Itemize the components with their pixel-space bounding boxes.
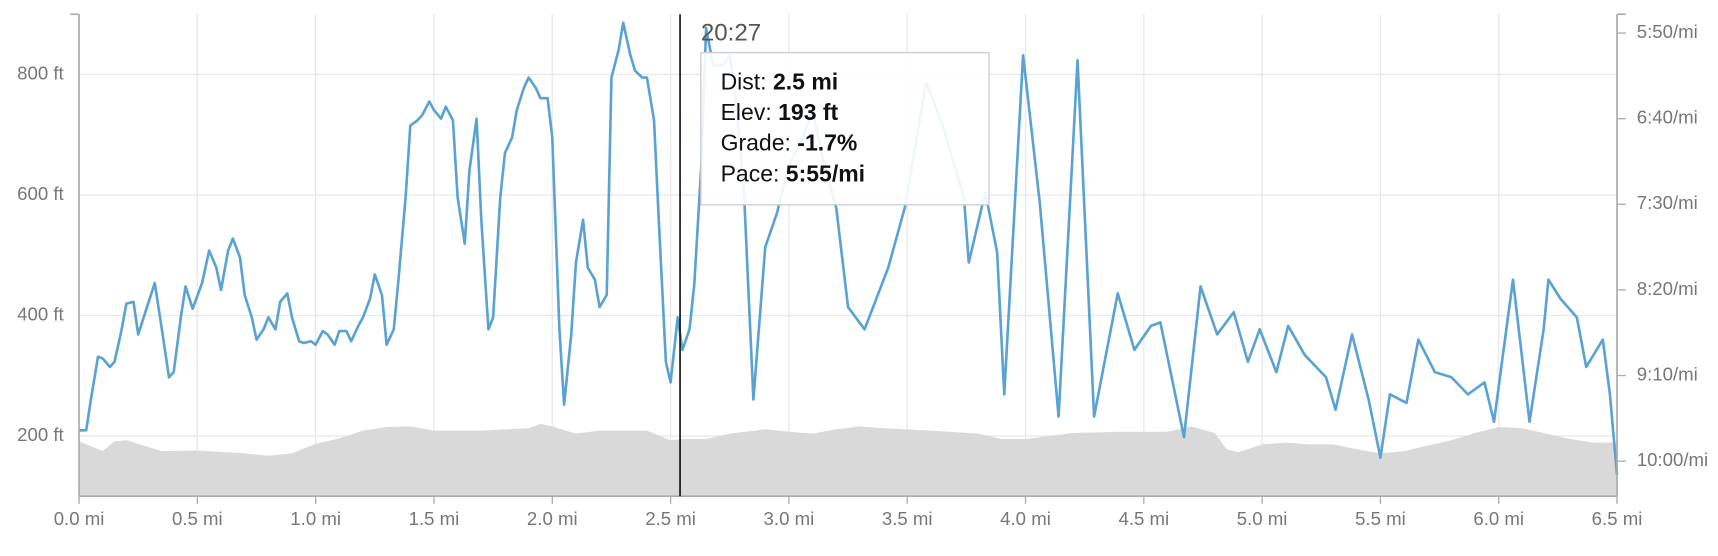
tooltip-row: Elev: 193 ft [721,99,839,125]
y-tick-label: 800 ft [17,62,64,83]
y2-tick-label: 9:10/mi [1637,363,1698,384]
x-tick-label: 5.0 mi [1237,508,1288,529]
pace-line [79,21,1619,475]
tooltip-row: Dist: 2.5 mi [721,68,839,94]
tooltip-time: 20:27 [701,19,761,46]
x-tick-label: 2.5 mi [645,508,696,529]
x-tick-label: 4.5 mi [1118,508,1169,529]
y2-tick-label: 7:30/mi [1637,192,1698,213]
y2-tick-label: 5:50/mi [1637,21,1698,42]
x-tick-label: 4.0 mi [1000,508,1051,529]
x-tick-label: 0.5 mi [172,508,223,529]
x-tick-label: 2.0 mi [527,508,578,529]
x-tick-label: 0.0 mi [54,508,105,529]
y-tick-label: 400 ft [17,303,64,324]
x-tick-label: 6.5 mi [1592,508,1643,529]
tooltip-row: Pace: 5:55/mi [721,160,865,186]
x-tick-label: 1.5 mi [409,508,460,529]
y-tick-label: 600 ft [17,183,64,204]
y2-tick-label: 8:20/mi [1637,278,1698,299]
y2-tick-label: 10:00/mi [1637,449,1708,470]
tooltip-label: Grade: [721,130,791,156]
x-tick-label: 6.0 mi [1473,508,1524,529]
tooltip-label: Elev: [721,99,772,125]
y2-tick-label: 6:40/mi [1637,107,1698,128]
x-tick-label: 1.0 mi [290,508,341,529]
tooltip-row: Grade: -1.7% [721,130,858,156]
x-tick-label: 3.5 mi [882,508,933,529]
x-tick-label: 5.5 mi [1355,508,1406,529]
elevation-area [79,423,1618,497]
y-tick-label: 200 ft [17,424,64,445]
tooltip-label: Dist: [721,68,767,94]
tooltip-label: Pace: [721,160,780,186]
tooltip-value: 193 ft [778,99,838,125]
tooltip-box [700,51,990,206]
tooltip-value: 2.5 mi [773,68,838,94]
tooltip-value: -1.7% [797,130,857,156]
tooltip-value: 5:55/mi [786,160,865,186]
x-tick-label: 3.0 mi [764,508,815,529]
